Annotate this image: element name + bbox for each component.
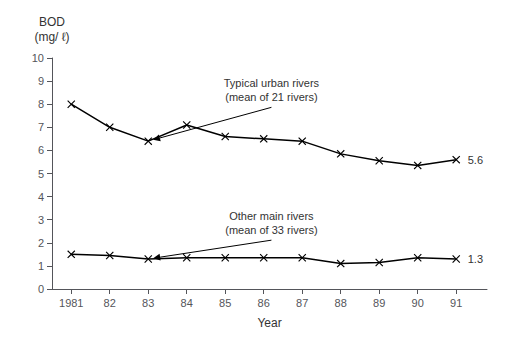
svg-text:(mg/ ℓ): (mg/ ℓ) — [34, 30, 69, 44]
svg-text:3: 3 — [38, 214, 44, 226]
svg-text:90: 90 — [412, 297, 424, 309]
svg-text:82: 82 — [104, 297, 116, 309]
svg-text:0: 0 — [38, 283, 44, 295]
svg-text:89: 89 — [373, 297, 385, 309]
svg-text:6: 6 — [38, 144, 44, 156]
svg-text:5.6: 5.6 — [468, 154, 483, 166]
svg-text:BOD: BOD — [39, 15, 65, 29]
svg-text:1.3: 1.3 — [468, 253, 483, 265]
svg-text:(mean of 33 rivers): (mean of 33 rivers) — [225, 224, 317, 236]
svg-text:9: 9 — [38, 75, 44, 87]
svg-text:84: 84 — [181, 297, 193, 309]
svg-text:87: 87 — [296, 297, 308, 309]
svg-text:10: 10 — [32, 52, 44, 64]
svg-text:8: 8 — [38, 98, 44, 110]
svg-text:1: 1 — [38, 260, 44, 272]
svg-text:2: 2 — [38, 237, 44, 249]
svg-text:Year: Year — [257, 316, 281, 330]
svg-text:Typical urban rivers: Typical urban rivers — [224, 77, 320, 89]
svg-text:5: 5 — [38, 168, 44, 180]
svg-text:4: 4 — [38, 191, 44, 203]
svg-text:91: 91 — [450, 297, 462, 309]
svg-text:Other main rivers: Other main rivers — [229, 210, 314, 222]
svg-text:1981: 1981 — [59, 297, 83, 309]
svg-text:85: 85 — [219, 297, 231, 309]
svg-text:83: 83 — [142, 297, 154, 309]
svg-text:86: 86 — [258, 297, 270, 309]
svg-text:88: 88 — [335, 297, 347, 309]
svg-text:7: 7 — [38, 121, 44, 133]
svg-text:(mean of 21 rivers): (mean of 21 rivers) — [225, 91, 317, 103]
